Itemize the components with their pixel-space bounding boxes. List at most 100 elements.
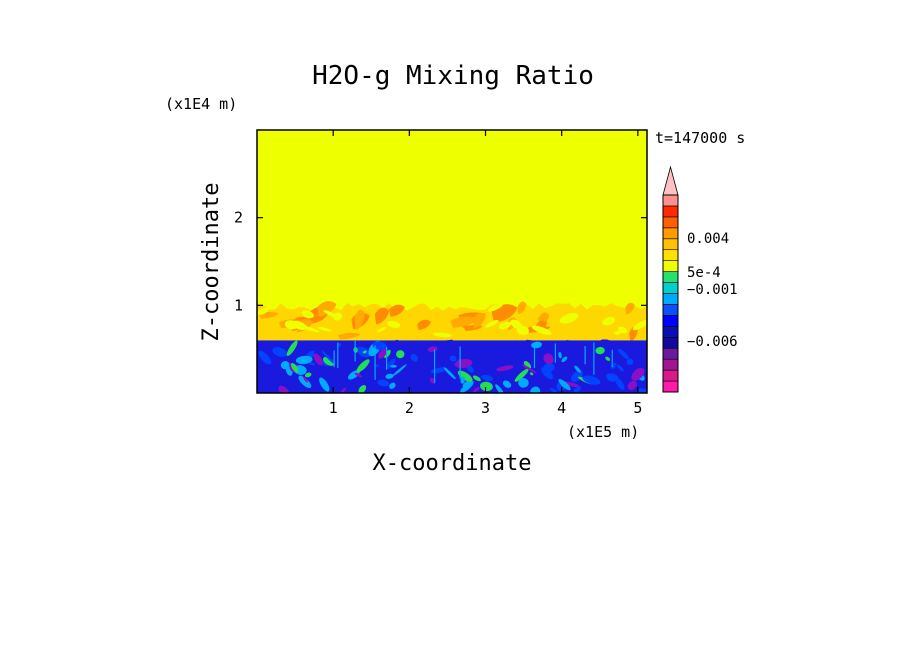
mixing-plume bbox=[374, 307, 390, 325]
y-scale-label: (x1E4 m) bbox=[165, 95, 237, 113]
lower-eddy bbox=[543, 353, 554, 365]
lower-eddy bbox=[362, 350, 367, 354]
lower-eddy bbox=[562, 381, 580, 388]
colorbar-level bbox=[662, 315, 679, 327]
lower-streak bbox=[354, 340, 356, 362]
mixing-streak bbox=[257, 307, 269, 315]
lower-eddy bbox=[392, 364, 407, 377]
colorbar-label: −0.006 bbox=[687, 334, 738, 350]
mixing-streak bbox=[323, 310, 341, 320]
lower-eddy bbox=[389, 382, 396, 389]
mixing-streak bbox=[317, 327, 332, 332]
lower-eddy bbox=[358, 384, 367, 393]
lower-streak bbox=[385, 347, 388, 370]
mixing-streak bbox=[498, 321, 511, 330]
colorbar-level bbox=[662, 380, 679, 393]
lower-eddy bbox=[340, 387, 346, 393]
lower-streak bbox=[554, 343, 557, 363]
lower-eddy bbox=[605, 356, 611, 361]
lower-eddy bbox=[460, 376, 465, 384]
lower-eddy bbox=[449, 355, 457, 362]
colorbar-level bbox=[662, 260, 679, 272]
colorbar-level bbox=[662, 304, 679, 316]
lower-eddy bbox=[523, 360, 532, 369]
lower-eddy bbox=[462, 380, 471, 387]
mixing-plume bbox=[450, 316, 478, 328]
lower-eddy bbox=[466, 365, 474, 373]
lower-eddy bbox=[473, 375, 481, 382]
lower-eddy bbox=[377, 379, 390, 387]
lower-eddy bbox=[617, 348, 630, 360]
colorbar-level bbox=[662, 238, 679, 251]
lower-eddy bbox=[529, 372, 534, 376]
lower-eddy bbox=[313, 353, 323, 366]
y-tick-label: 2 bbox=[234, 209, 243, 227]
mixing-streak bbox=[516, 325, 530, 335]
colorbar-level bbox=[662, 205, 679, 218]
lower-eddy bbox=[617, 364, 624, 372]
lower-streak bbox=[374, 345, 376, 380]
mixing-streak bbox=[602, 316, 616, 326]
colorbar-level bbox=[662, 271, 679, 283]
x-axis-label: X-coordinate bbox=[373, 451, 532, 476]
lower-streak bbox=[584, 346, 586, 365]
lower-eddy bbox=[278, 385, 290, 393]
lower-eddy bbox=[541, 367, 554, 380]
lower-eddy bbox=[481, 374, 494, 381]
lower-eddy bbox=[457, 370, 473, 382]
lower-eddy bbox=[410, 353, 418, 362]
lower-eddy bbox=[372, 341, 387, 351]
x-tick-label: 3 bbox=[481, 399, 490, 417]
colorbar-level bbox=[662, 282, 679, 294]
x-tick-label: 1 bbox=[329, 399, 338, 417]
lower-eddy bbox=[558, 379, 571, 391]
chart-title: H2O-g Mixing Ratio bbox=[312, 61, 594, 91]
lower-eddy bbox=[521, 364, 537, 374]
lower-eddy bbox=[606, 373, 619, 382]
mixing-plume bbox=[629, 326, 638, 342]
lower-eddy bbox=[495, 384, 505, 393]
mixing-plume bbox=[417, 319, 431, 331]
mixing-plume bbox=[337, 332, 361, 340]
time-label: t=147000 s bbox=[655, 129, 745, 147]
mixing-streak bbox=[632, 319, 647, 331]
lower-streak bbox=[333, 350, 335, 368]
colorbar-level bbox=[662, 326, 679, 338]
mixing-plume bbox=[625, 302, 635, 315]
lower-eddy bbox=[574, 365, 581, 373]
lower-eddy bbox=[561, 356, 568, 363]
lower-eddy bbox=[347, 370, 360, 380]
lower-streak bbox=[433, 349, 436, 383]
lower-eddy bbox=[385, 373, 394, 379]
colorbar-level bbox=[662, 369, 679, 382]
lower-eddy bbox=[460, 381, 474, 393]
lower-streak bbox=[337, 342, 339, 369]
lower-streak bbox=[533, 347, 536, 368]
heatmap-field bbox=[257, 130, 647, 393]
y-tick-label: 1 bbox=[234, 296, 243, 314]
lower-eddy bbox=[298, 375, 312, 389]
colorbar-label: 5e-4 bbox=[687, 265, 721, 281]
lower-eddy bbox=[354, 372, 363, 378]
lower-top-edge bbox=[257, 339, 647, 347]
lower-eddy bbox=[529, 386, 541, 393]
lower-eddy bbox=[272, 347, 288, 357]
lower-eddy bbox=[473, 387, 480, 393]
lower-eddy bbox=[502, 380, 512, 388]
mixing-streak bbox=[488, 302, 504, 312]
mixing-streak bbox=[387, 320, 401, 328]
x-tick-label: 5 bbox=[633, 399, 642, 417]
plot-frame bbox=[256, 129, 648, 394]
lower-eddy bbox=[558, 351, 562, 359]
lower-eddy bbox=[610, 362, 617, 370]
lower-eddy bbox=[295, 355, 313, 365]
lower-eddy bbox=[496, 365, 514, 372]
lower-eddy bbox=[531, 341, 543, 349]
lower-eddy bbox=[595, 346, 605, 355]
lower-eddy bbox=[573, 386, 582, 393]
lower-streak bbox=[611, 349, 613, 368]
lower-eddy bbox=[290, 363, 299, 373]
lower-eddy bbox=[385, 358, 396, 370]
region-lower bbox=[257, 340, 647, 393]
